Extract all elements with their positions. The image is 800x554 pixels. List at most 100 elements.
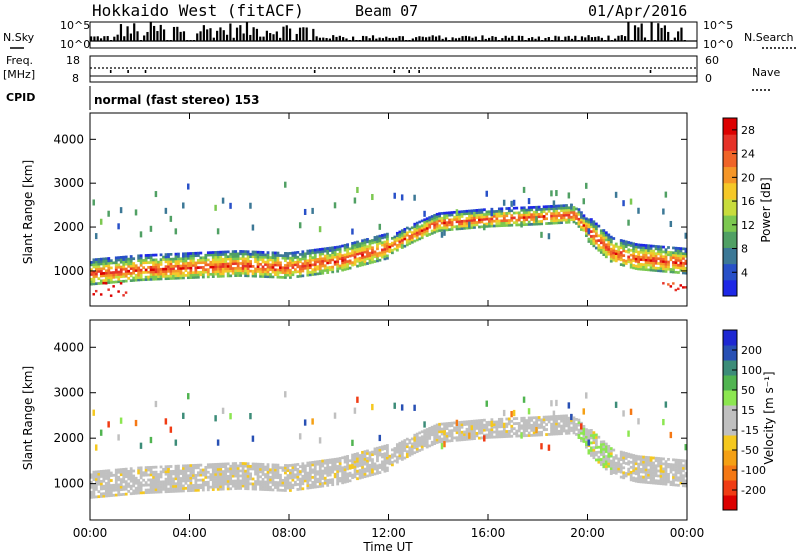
power-pixel xyxy=(281,256,285,260)
velocity-pixel xyxy=(562,414,566,418)
noise-bar xyxy=(146,31,149,41)
velocity-pixel xyxy=(144,488,148,492)
velocity-pixel xyxy=(497,417,501,421)
power-pixel xyxy=(664,250,668,254)
noise-bar xyxy=(282,26,285,41)
power-pixel xyxy=(649,268,653,272)
velocity-pixel xyxy=(368,471,372,475)
power-pixel xyxy=(296,275,300,278)
power-pixel xyxy=(318,226,322,233)
velocity-pixel xyxy=(256,482,260,486)
power-pixel xyxy=(164,207,168,214)
power-pixel xyxy=(137,278,141,282)
velocity-pixel xyxy=(114,468,118,472)
power-pixel xyxy=(291,251,295,255)
velocity-pixel xyxy=(423,436,427,440)
velocity-pixel xyxy=(204,473,208,477)
power-pixel xyxy=(271,256,275,260)
power-pixel xyxy=(343,258,347,262)
power-pixel xyxy=(341,254,345,257)
power-pixel xyxy=(154,277,158,281)
noise-bar xyxy=(471,37,474,41)
power-pixel xyxy=(109,294,113,297)
velocity-pixel xyxy=(664,465,668,469)
power-pixel xyxy=(331,253,335,257)
power-pixel xyxy=(383,240,387,244)
power-pixel xyxy=(102,281,105,285)
velocity-pixel xyxy=(415,447,419,451)
velocity-pixel xyxy=(587,429,591,433)
velocity-pixel xyxy=(293,475,297,479)
power-pixel xyxy=(114,263,118,267)
power-pixel xyxy=(612,256,616,260)
power-pixel xyxy=(244,252,248,256)
velocity-pixel xyxy=(284,466,287,470)
velocity-pixel xyxy=(343,473,347,477)
velocity-pixel xyxy=(555,430,558,433)
power-pixel xyxy=(266,263,270,267)
power-pixel xyxy=(336,253,340,256)
velocity-pixel xyxy=(328,468,332,472)
velocity-pixel xyxy=(592,446,596,450)
velocity-pixel xyxy=(522,429,526,433)
power-pixel xyxy=(172,267,175,271)
velocity-pixel xyxy=(104,472,108,475)
power-pixel xyxy=(196,261,200,265)
power-pixel xyxy=(580,225,583,229)
power-pixel xyxy=(348,247,352,251)
power-pixel xyxy=(102,257,106,261)
power-pixel xyxy=(669,256,673,259)
velocity-pixel xyxy=(674,476,678,479)
power-pixel xyxy=(567,206,571,210)
power-pixel xyxy=(154,260,158,264)
power-pixel xyxy=(241,264,245,268)
velocity-pixel xyxy=(363,472,367,476)
velocity-pixel xyxy=(107,479,111,483)
velocity-pixel xyxy=(298,487,302,491)
velocity-pixel xyxy=(542,428,546,432)
velocity-pixel xyxy=(555,399,558,407)
velocity-pixel xyxy=(492,435,496,439)
velocity-pixel xyxy=(550,432,553,436)
velocity-pixel xyxy=(154,480,158,484)
power-pixel xyxy=(99,281,103,285)
velocity-pixel xyxy=(460,430,464,434)
velocity-pixel xyxy=(107,491,111,495)
power-pixel xyxy=(430,229,434,233)
velocity-pixel xyxy=(313,485,317,489)
velocity-pixel xyxy=(572,428,576,432)
velocity-pixel xyxy=(204,470,208,474)
power-pixel xyxy=(587,218,591,222)
power-pixel xyxy=(147,270,150,274)
power-pixel xyxy=(119,268,123,271)
velocity-pixel xyxy=(450,421,454,425)
power-pixel xyxy=(480,225,484,229)
power-pixel xyxy=(313,251,317,254)
power-pixel xyxy=(169,274,173,278)
power-pixel xyxy=(189,276,193,279)
velocity-pixel xyxy=(244,472,248,476)
power-pixel xyxy=(298,222,302,229)
power-pixel xyxy=(162,255,165,259)
power-pixel xyxy=(229,264,233,268)
velocity-pixel xyxy=(602,452,606,456)
power-pixel xyxy=(266,270,270,274)
velocity-pixel xyxy=(488,435,491,439)
velocity-pixel xyxy=(179,472,183,475)
velocity-pixel xyxy=(144,481,148,485)
power-pixel xyxy=(264,255,267,259)
power-pixel xyxy=(371,241,374,245)
velocity-pixel xyxy=(413,438,417,442)
velocity-pixel xyxy=(639,475,643,479)
power-pixel xyxy=(204,258,208,262)
velocity-pixel xyxy=(301,462,305,466)
power-pixel xyxy=(147,253,150,257)
velocity-pixel xyxy=(321,477,325,480)
velocity-pixel xyxy=(366,467,369,470)
velocity-pixel xyxy=(622,458,626,462)
velocity-pixel xyxy=(137,486,141,490)
velocity-pixel xyxy=(224,472,228,476)
velocity-pixel xyxy=(682,469,685,473)
power-pixel xyxy=(246,255,250,258)
velocity-pixel xyxy=(430,425,434,429)
